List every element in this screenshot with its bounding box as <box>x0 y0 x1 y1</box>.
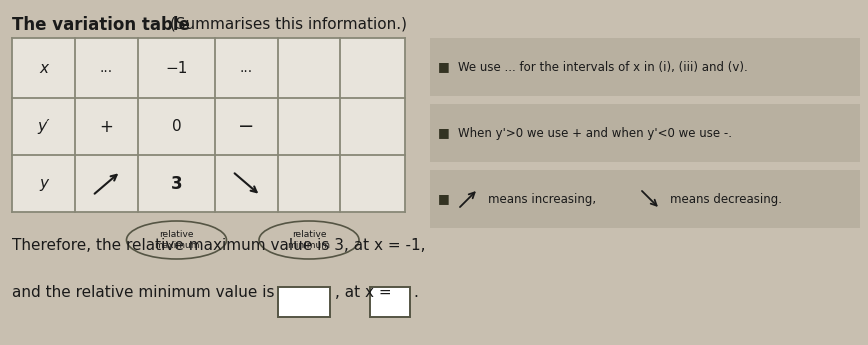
Text: We use ... for the intervals of x in (i), (iii) and (v).: We use ... for the intervals of x in (i)… <box>458 60 747 73</box>
Text: −: − <box>239 117 254 136</box>
Text: y: y <box>39 176 48 191</box>
Text: , at x =: , at x = <box>335 285 391 300</box>
Text: Therefore, the relative maximum value is 3, at x = -1,: Therefore, the relative maximum value is… <box>12 238 425 253</box>
Text: 0: 0 <box>172 119 181 134</box>
Text: ■: ■ <box>438 193 450 206</box>
Text: When y'>0 we use + and when y'<0 we use -.: When y'>0 we use + and when y'<0 we use … <box>458 127 732 139</box>
Text: x: x <box>39 60 48 76</box>
Bar <box>370 287 410 317</box>
Ellipse shape <box>259 221 359 259</box>
Ellipse shape <box>127 221 227 259</box>
Bar <box>12 38 405 212</box>
Text: relative
maximum: relative maximum <box>154 230 200 250</box>
Text: and the relative minimum value is: and the relative minimum value is <box>12 285 274 300</box>
Text: +: + <box>100 118 114 136</box>
Text: means decreasing.: means decreasing. <box>670 193 782 206</box>
Text: relative
minimum: relative minimum <box>287 230 331 250</box>
Text: The variation table: The variation table <box>12 16 190 34</box>
Text: means increasing,: means increasing, <box>488 193 596 206</box>
Text: (Summarises this information.): (Summarises this information.) <box>165 16 407 31</box>
Bar <box>430 38 860 96</box>
Bar <box>278 287 330 317</box>
Text: ■: ■ <box>438 60 450 73</box>
Bar <box>430 104 860 162</box>
Text: y′: y′ <box>37 119 49 134</box>
Text: ...: ... <box>100 61 113 75</box>
Text: −1: −1 <box>165 60 187 76</box>
Text: .: . <box>413 285 418 300</box>
Text: ...: ... <box>240 61 253 75</box>
Text: ■: ■ <box>438 127 450 139</box>
Text: 3: 3 <box>171 175 182 193</box>
Bar <box>430 170 860 228</box>
